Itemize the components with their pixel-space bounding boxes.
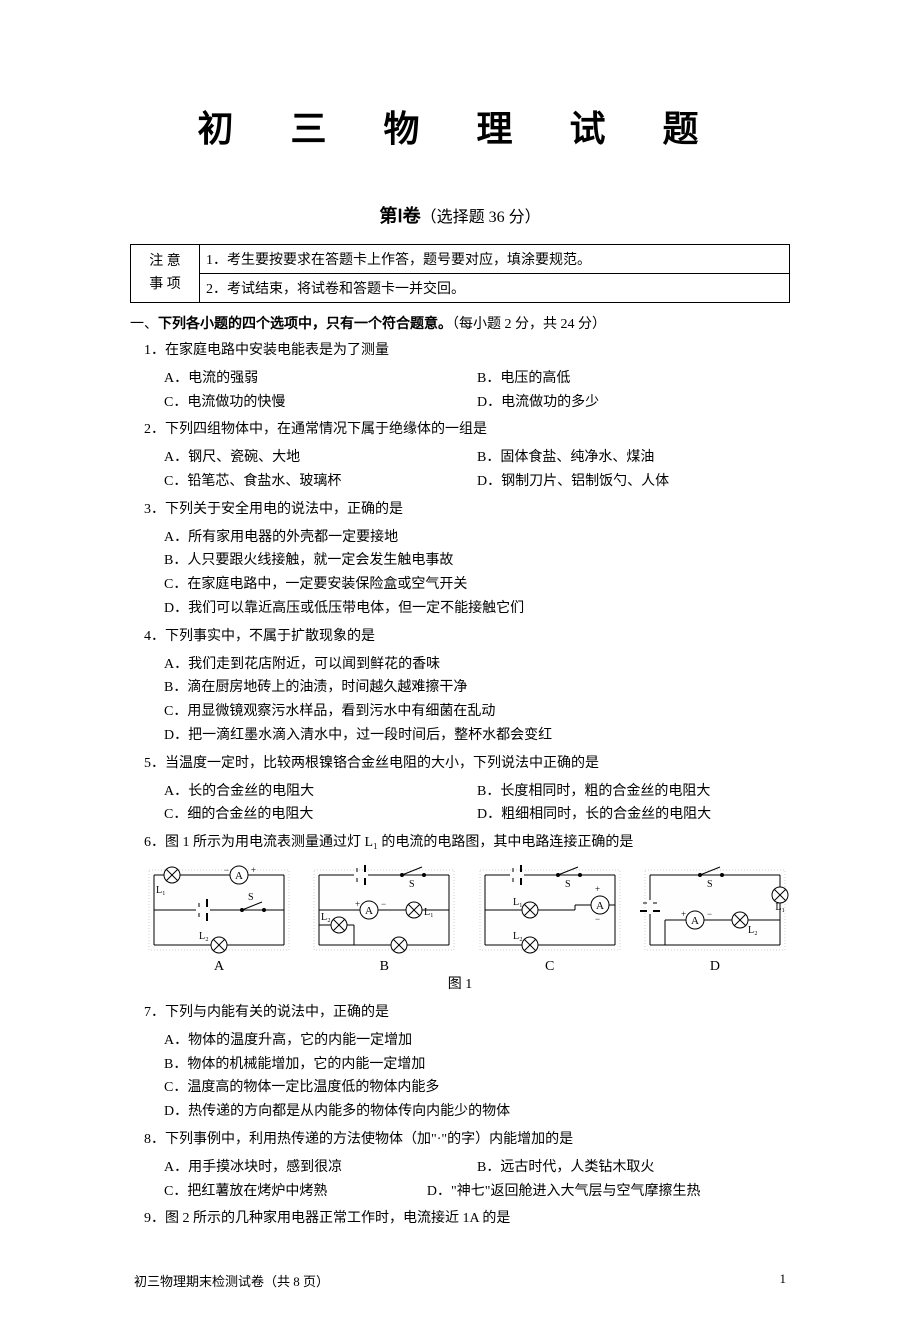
q8-opt-c: C．把红薯放在烤炉中烤熟 xyxy=(164,1180,427,1204)
q1-opt-c: C．电流做功的快慢 xyxy=(164,391,477,415)
section-tail: （每小题 2 分，共 24 分） xyxy=(452,317,606,332)
circuit-b: S A + − L₁ L₂ xyxy=(309,865,459,975)
svg-text:+: + xyxy=(355,899,360,909)
circuit-c: S A + − L₁ L₂ xyxy=(475,865,625,975)
section-1-header: 一、下列各小题的四个选项中，只有一个符合题意。（每小题 2 分，共 24 分） xyxy=(130,313,790,333)
svg-text:+: + xyxy=(595,884,600,894)
q3-opt-c: C．在家庭电路中，一定要安装保险盒或空气开关 xyxy=(164,573,790,597)
svg-text:S: S xyxy=(409,879,415,890)
svg-text:S: S xyxy=(565,879,571,890)
q7-stem: 7．下列与内能有关的说法中，正确的是 xyxy=(144,1001,790,1025)
notice-left-l1: 注 意 xyxy=(149,254,181,269)
svg-text:S: S xyxy=(707,879,713,890)
q7-opt-b: B．物体的机械能增加，它的内能一定增加 xyxy=(164,1053,790,1077)
notice-line2: 2．考试结束，将试卷和答题卡一并交回。 xyxy=(200,274,790,303)
q4-opt-c: C．用显微镜观察污水样品，看到污水中有细菌在乱动 xyxy=(164,700,790,724)
notice-left-cell: 注 意 事 项 xyxy=(131,245,200,303)
svg-text:L₁: L₁ xyxy=(156,885,166,896)
subtitle: 第Ⅰ卷（选择题 36 分） xyxy=(130,202,790,228)
section-prefix: 一、 xyxy=(130,317,158,332)
circuit-figure-row: L₁ A − + S xyxy=(144,865,790,975)
q1-opt-a: A．电流的强弱 xyxy=(164,367,477,391)
q2-opt-a: A．钢尺、瓷碗、大地 xyxy=(164,446,477,470)
q3-stem: 3．下列关于安全用电的说法中，正确的是 xyxy=(144,498,790,522)
q2-stem: 2．下列四组物体中，在通常情况下属于绝缘体的一组是 xyxy=(144,418,790,442)
circuit-a: L₁ A − + S xyxy=(144,865,294,975)
svg-text:+: + xyxy=(681,909,686,919)
q5-opt-b: B．长度相同时，粗的合金丝的电阻大 xyxy=(477,780,790,804)
svg-text:L₁: L₁ xyxy=(424,907,434,918)
q6-stem: 6．图 1 所示为用电流表测量通过灯 L₁ 的电流的电路图，其中电路连接正确的是 xyxy=(144,831,790,855)
q3-opt-d: D．我们可以靠近高压或低压带电体，但一定不能接触它们 xyxy=(164,597,790,621)
q7-opt-d: D．热传递的方向都是从内能多的物体传向内能少的物体 xyxy=(164,1100,790,1124)
section-bold: 下列各小题的四个选项中，只有一个符合题意。 xyxy=(158,317,452,332)
svg-text:−: − xyxy=(224,865,229,875)
svg-text:A: A xyxy=(365,905,373,917)
circuit-b-label: B xyxy=(309,959,459,975)
q8-stem: 8．下列事例中，利用热传递的方法使物体（加"·"的字）内能增加的是 xyxy=(144,1128,790,1152)
circuit-d-label: D xyxy=(640,959,790,975)
q4-opt-b: B．滴在厨房地砖上的油渍，时间越久越难擦干净 xyxy=(164,676,790,700)
q7-opt-c: C．温度高的物体一定比温度低的物体内能多 xyxy=(164,1076,790,1100)
footer-right: 1 xyxy=(780,1271,787,1290)
q5-stem: 5．当温度一定时，比较两根镍铬合金丝电阻的大小，下列说法中正确的是 xyxy=(144,752,790,776)
circuit-d: S L₁ A + − xyxy=(640,865,790,975)
notice-table: 注 意 事 项 1．考生要按要求在答题卡上作答，题号要对应，填涂要规范。 2．考… xyxy=(130,244,790,303)
q7-opt-a: A．物体的温度升高，它的内能一定增加 xyxy=(164,1029,790,1053)
svg-text:L₂: L₂ xyxy=(748,925,758,936)
svg-text:A: A xyxy=(691,915,699,927)
page-footer: 初三物理期末检测试卷（共 8 页） 1 xyxy=(130,1271,790,1290)
svg-text:L₂: L₂ xyxy=(321,912,331,923)
footer-left: 初三物理期末检测试卷（共 8 页） xyxy=(134,1271,329,1290)
figure-1-label: 图 1 xyxy=(130,973,790,993)
svg-text:S: S xyxy=(248,892,254,903)
circuit-a-label: A xyxy=(144,959,294,975)
svg-text:−: − xyxy=(381,899,386,909)
svg-text:L₁: L₁ xyxy=(775,902,785,913)
q3-opt-b: B．人只要跟火线接触，就一定会发生触电事故 xyxy=(164,549,790,573)
svg-text:−: − xyxy=(707,909,712,919)
q2-opt-c: C．铅笔芯、食盐水、玻璃杯 xyxy=(164,470,477,494)
q9-stem: 9．图 2 所示的几种家用电器正常工作时，电流接近 1A 的是 xyxy=(144,1207,790,1231)
svg-text:A: A xyxy=(235,870,243,882)
q4-opt-a: A．我们走到花店附近，可以闻到鲜花的香味 xyxy=(164,653,790,677)
q8-opt-b: B．远古时代，人类钻木取火 xyxy=(477,1156,790,1180)
q2-opt-b: B．固体食盐、纯净水、煤油 xyxy=(477,446,790,470)
notice-line1: 1．考生要按要求在答题卡上作答，题号要对应，填涂要规范。 xyxy=(200,245,790,274)
subtitle-bold: 第Ⅰ卷 xyxy=(379,206,420,226)
subtitle-rest: （选择题 36 分） xyxy=(421,209,541,226)
circuit-c-label: C xyxy=(475,959,625,975)
notice-left-l2: 事 项 xyxy=(149,277,181,292)
q1-opt-d: D．电流做功的多少 xyxy=(477,391,790,415)
page-title: 初 三 物 理 试 题 xyxy=(130,100,790,152)
q5-opt-a: A．长的合金丝的电阻大 xyxy=(164,780,477,804)
q2-opt-d: D．钢制刀片、铝制饭勺、人体 xyxy=(477,470,790,494)
svg-text:L₂: L₂ xyxy=(199,931,209,942)
svg-text:+: + xyxy=(251,865,256,875)
q4-stem: 4．下列事实中，不属于扩散现象的是 xyxy=(144,625,790,649)
q8-opt-d: D．"神七"返回舱进入大气层与空气摩擦生热 xyxy=(427,1180,790,1204)
q3-opt-a: A．所有家用电器的外壳都一定要接地 xyxy=(164,526,790,550)
svg-text:−: − xyxy=(595,914,600,924)
q1-opt-b: B．电压的高低 xyxy=(477,367,790,391)
q5-opt-d: D．粗细相同时，长的合金丝的电阻大 xyxy=(477,803,790,827)
svg-text:A: A xyxy=(596,900,604,912)
q5-opt-c: C．细的合金丝的电阻大 xyxy=(164,803,477,827)
q4-opt-d: D．把一滴红墨水滴入清水中，过一段时间后，整杯水都会变红 xyxy=(164,724,790,748)
q8-opt-a: A．用手摸冰块时，感到很凉 xyxy=(164,1156,477,1180)
q1-stem: 1．在家庭电路中安装电能表是为了测量 xyxy=(144,339,790,363)
svg-text:L₁: L₁ xyxy=(513,897,523,908)
svg-text:L₂: L₂ xyxy=(513,931,523,942)
